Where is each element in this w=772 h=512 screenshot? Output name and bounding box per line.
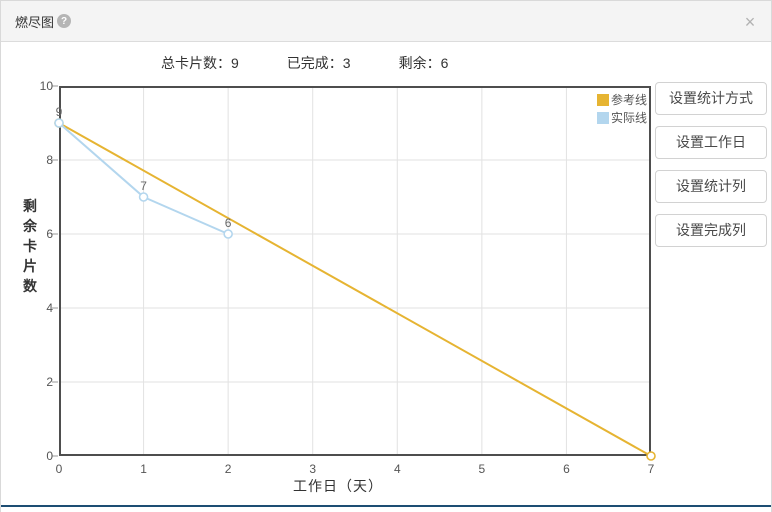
x-tick-label: 5 — [478, 462, 486, 476]
y-axis-title-char: 剩 — [23, 198, 37, 214]
modal-titlebar: 燃尽图 ? × — [1, 1, 771, 42]
legend-swatch-icon — [596, 93, 609, 106]
legend-item[interactable]: 实际线 — [596, 109, 647, 126]
y-tick-label: 4 — [46, 301, 53, 315]
y-axis-title-char: 数 — [23, 278, 37, 294]
y-tick-label: 10 — [39, 79, 53, 93]
x-tick-label: 1 — [140, 462, 147, 476]
y-tick-label: 8 — [46, 153, 53, 167]
x-tick-label: 4 — [393, 462, 401, 476]
y-tick-label: 6 — [46, 227, 53, 241]
legend-label: 参考线 — [610, 93, 647, 107]
x-tick-label: 2 — [224, 462, 232, 476]
y-axis-title-char: 余 — [23, 218, 37, 234]
x-axis-title: 工作日（天） — [293, 478, 383, 494]
y-tick-label: 2 — [46, 375, 53, 389]
y-axis-title: 剩余卡片数 — [22, 171, 38, 321]
x-tick-label: 0 — [55, 462, 63, 476]
y-axis-title-char: 卡 — [23, 238, 37, 254]
stat-item: 剩余：6 — [398, 55, 449, 71]
settings-button[interactable]: 设置统计列 — [655, 170, 767, 203]
legend-swatch-icon — [596, 111, 609, 124]
y-tick-label: 0 — [46, 449, 53, 463]
legend-label: 实际线 — [610, 111, 647, 125]
stat-item: 总卡片数：9 — [161, 55, 239, 71]
x-tick-label: 3 — [309, 462, 317, 476]
x-tick-label: 7 — [647, 462, 655, 476]
plot-area: 9 7 6 参考线实际线 — [52, 85, 656, 461]
bottom-accent-line — [1, 505, 771, 507]
svg-text:6: 6 — [225, 216, 232, 230]
stat-item: 已完成：3 — [286, 55, 351, 71]
legend-item[interactable]: 参考线 — [596, 91, 647, 108]
y-axis-title-char: 片 — [23, 258, 37, 274]
help-icon[interactable]: ? — [57, 14, 72, 28]
chart-canvas: 9 7 6 — [52, 85, 656, 461]
modal-title: 燃尽图 — [15, 14, 55, 30]
chart-legend: 参考线 实际线 — [596, 91, 647, 126]
settings-button[interactable]: 设置完成列 — [655, 214, 767, 247]
settings-button[interactable]: 设置工作日 — [655, 126, 767, 159]
settings-button[interactable]: 设置统计方式 — [655, 82, 767, 115]
x-tick-label: 6 — [563, 462, 570, 476]
stats-row: 总卡片数：9 已完成：3 剩余：6 — [161, 53, 448, 73]
close-icon[interactable]: × — [744, 12, 756, 32]
svg-text:7: 7 — [140, 179, 147, 193]
svg-text:9: 9 — [56, 105, 63, 119]
